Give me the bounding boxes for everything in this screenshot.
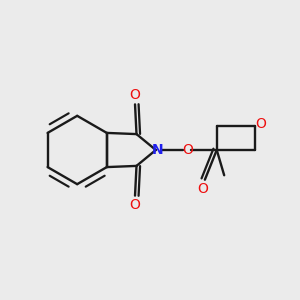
- Text: O: O: [130, 88, 140, 103]
- Text: O: O: [182, 143, 193, 157]
- Text: O: O: [130, 197, 140, 212]
- Text: O: O: [197, 182, 208, 196]
- Text: O: O: [255, 117, 266, 131]
- Text: N: N: [152, 143, 164, 157]
